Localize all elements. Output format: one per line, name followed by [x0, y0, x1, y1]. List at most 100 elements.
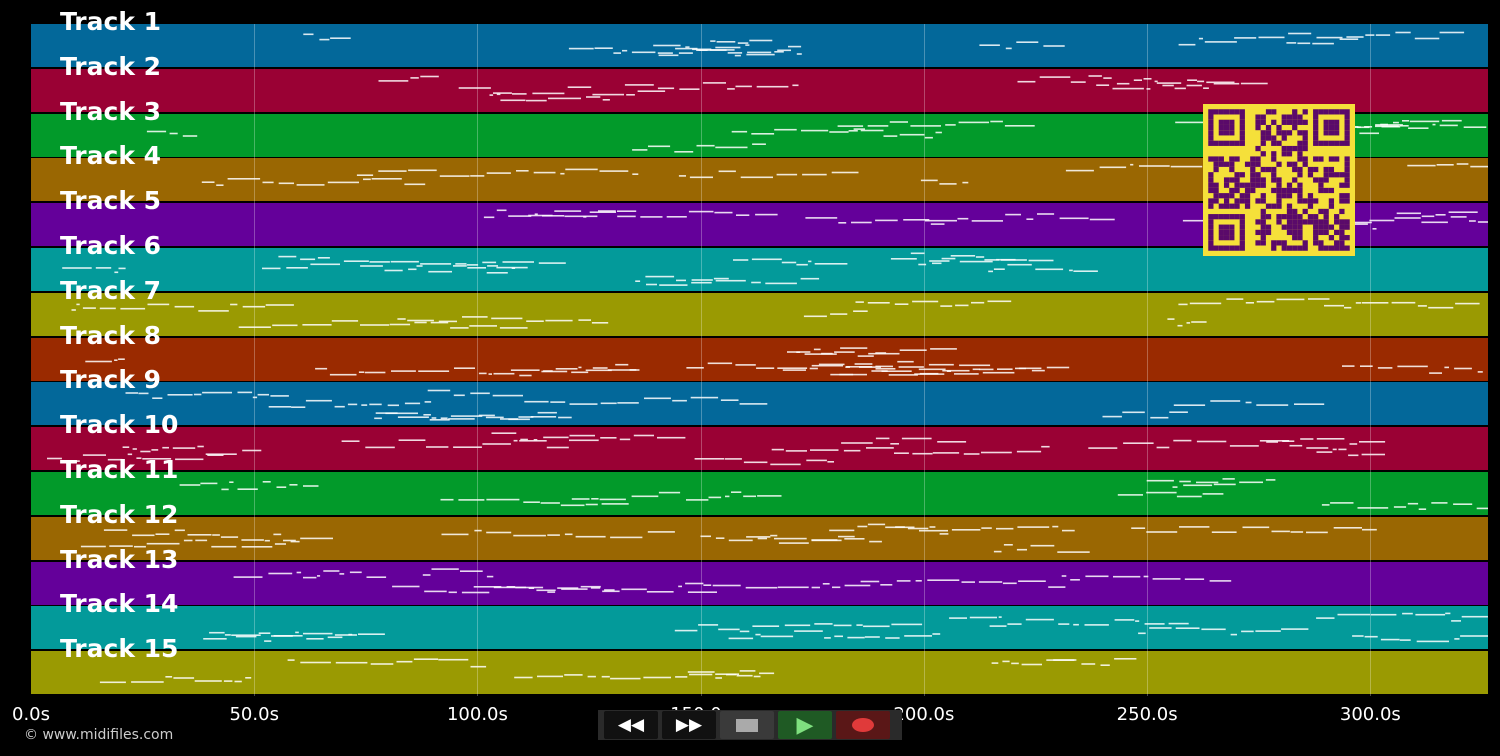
note-mark	[894, 452, 909, 455]
stop-button[interactable]	[720, 711, 774, 739]
note-mark	[1003, 543, 1013, 546]
record-button[interactable]	[836, 711, 890, 739]
note-mark	[718, 170, 736, 173]
note-mark	[1344, 306, 1352, 309]
note-mark	[323, 569, 340, 572]
note-mark	[478, 414, 495, 417]
note-mark	[1456, 163, 1469, 166]
note-mark	[811, 364, 843, 367]
note-mark	[1255, 630, 1281, 633]
note-mark	[448, 591, 457, 593]
fast-forward-button[interactable]: ▶▶	[662, 711, 716, 739]
note-mark	[871, 369, 888, 372]
note-mark	[132, 534, 155, 536]
note-mark	[853, 127, 865, 130]
note-mark	[1149, 627, 1172, 630]
note-mark	[448, 418, 475, 421]
note-mark	[1203, 87, 1209, 89]
note-mark	[961, 580, 975, 583]
note-mark	[997, 367, 1013, 370]
note-mark	[1407, 502, 1419, 505]
note-mark	[187, 533, 212, 536]
note-mark	[343, 260, 369, 262]
note-mark	[814, 623, 833, 626]
play-icon: ▶	[796, 712, 814, 738]
note-mark	[1179, 525, 1210, 528]
track-notes	[71, 297, 1480, 329]
note-mark	[1116, 82, 1130, 85]
note-mark	[1135, 620, 1140, 623]
track-row[interactable]: Track 10	[31, 411, 1488, 471]
note-mark	[777, 366, 808, 369]
note-mark	[174, 529, 185, 531]
note-mark	[1306, 447, 1329, 449]
track-row[interactable]: Track 15	[31, 635, 1488, 695]
note-mark	[867, 523, 886, 525]
track-row[interactable]: Track 12	[31, 500, 1488, 560]
note-mark	[971, 220, 1003, 222]
track-notes	[85, 346, 1483, 376]
note-mark	[1346, 36, 1364, 38]
note-mark	[848, 129, 858, 132]
track-row[interactable]: Track 13	[31, 545, 1488, 605]
note-mark	[391, 369, 416, 372]
note-mark	[1349, 223, 1368, 226]
note-mark	[488, 372, 492, 375]
note-mark	[984, 259, 1000, 261]
track-label: Track 15	[60, 634, 179, 664]
note-mark	[731, 491, 742, 493]
note-mark	[276, 486, 287, 488]
note-mark	[1271, 530, 1290, 532]
note-mark	[252, 396, 258, 399]
note-mark	[1130, 164, 1134, 166]
note-mark	[822, 582, 830, 585]
note-mark	[542, 215, 565, 217]
rewind-button[interactable]: ◀◀	[604, 711, 658, 739]
timeline[interactable]: Track 1 Track 2 Track 3 Track 4 Track 5 Track…	[31, 8, 1488, 696]
note-mark	[335, 662, 368, 664]
note-mark	[71, 308, 76, 311]
track-notes	[125, 390, 1325, 421]
note-mark	[555, 367, 578, 370]
note-mark	[796, 53, 802, 55]
note-mark	[602, 590, 620, 592]
note-mark	[898, 365, 924, 368]
note-mark	[416, 265, 423, 267]
note-mark	[615, 363, 629, 366]
note-mark	[300, 258, 316, 261]
note-mark	[806, 459, 827, 462]
note-mark	[857, 354, 874, 357]
fast-forward-icon: ▶▶	[675, 715, 703, 735]
note-mark	[672, 400, 687, 402]
note-mark	[678, 585, 682, 587]
track-row[interactable]: Track 11	[31, 456, 1488, 515]
note-mark	[385, 412, 418, 415]
note-mark	[1099, 166, 1127, 169]
note-mark	[957, 218, 969, 220]
note-mark	[1146, 479, 1174, 482]
note-mark	[1018, 367, 1042, 369]
play-button[interactable]: ▶	[778, 711, 832, 739]
note-mark	[1186, 84, 1202, 87]
track-row[interactable]: Track 7	[31, 276, 1488, 336]
track-row[interactable]: Track 9	[31, 366, 1488, 426]
note-mark	[987, 300, 1012, 302]
note-mark	[739, 403, 768, 406]
note-mark	[1187, 79, 1197, 81]
note-mark	[169, 132, 178, 134]
note-mark	[1206, 81, 1235, 83]
track-row[interactable]: Track 8	[31, 321, 1488, 381]
note-mark	[975, 256, 985, 258]
note-mark	[1150, 417, 1169, 419]
note-mark	[757, 537, 767, 540]
note-mark	[493, 372, 515, 375]
note-mark	[482, 261, 497, 264]
note-mark	[998, 616, 1002, 619]
note-mark	[578, 366, 582, 368]
note-mark	[932, 262, 942, 265]
track-row[interactable]: Track 1	[31, 8, 1488, 67]
note-mark	[802, 174, 827, 176]
note-mark	[462, 315, 488, 318]
track-row[interactable]: Track 14	[31, 590, 1488, 650]
note-mark	[473, 585, 502, 588]
